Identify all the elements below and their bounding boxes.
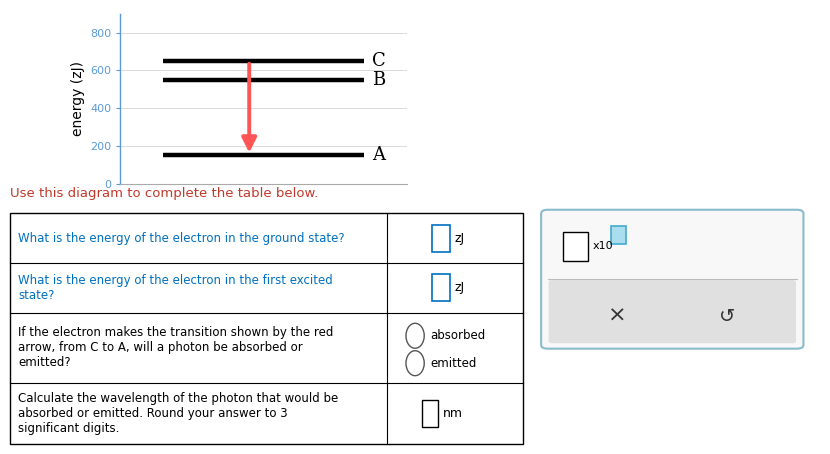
Text: If the electron makes the transition shown by the red
arrow, from C to A, will a: If the electron makes the transition sho… (18, 326, 334, 369)
Text: emitted: emitted (430, 357, 476, 370)
Text: zJ: zJ (455, 281, 465, 294)
Text: C: C (373, 52, 386, 70)
Text: What is the energy of the electron in the ground state?: What is the energy of the electron in th… (18, 232, 345, 245)
Text: nm: nm (443, 407, 463, 420)
Text: absorbed: absorbed (430, 329, 486, 342)
Text: B: B (373, 71, 386, 89)
Text: Calculate the wavelength of the photon that would be
absorbed or emitted. Round : Calculate the wavelength of the photon t… (18, 392, 339, 435)
Text: x10: x10 (593, 241, 613, 252)
Text: ×: × (608, 306, 627, 326)
Text: zJ: zJ (455, 232, 465, 245)
Text: Use this diagram to complete the table below.: Use this diagram to complete the table b… (10, 188, 318, 201)
Y-axis label: energy (zJ): energy (zJ) (71, 61, 85, 136)
Text: ↺: ↺ (719, 306, 735, 326)
Text: A: A (373, 147, 385, 164)
Text: What is the energy of the electron in the first excited
state?: What is the energy of the electron in th… (18, 274, 333, 302)
